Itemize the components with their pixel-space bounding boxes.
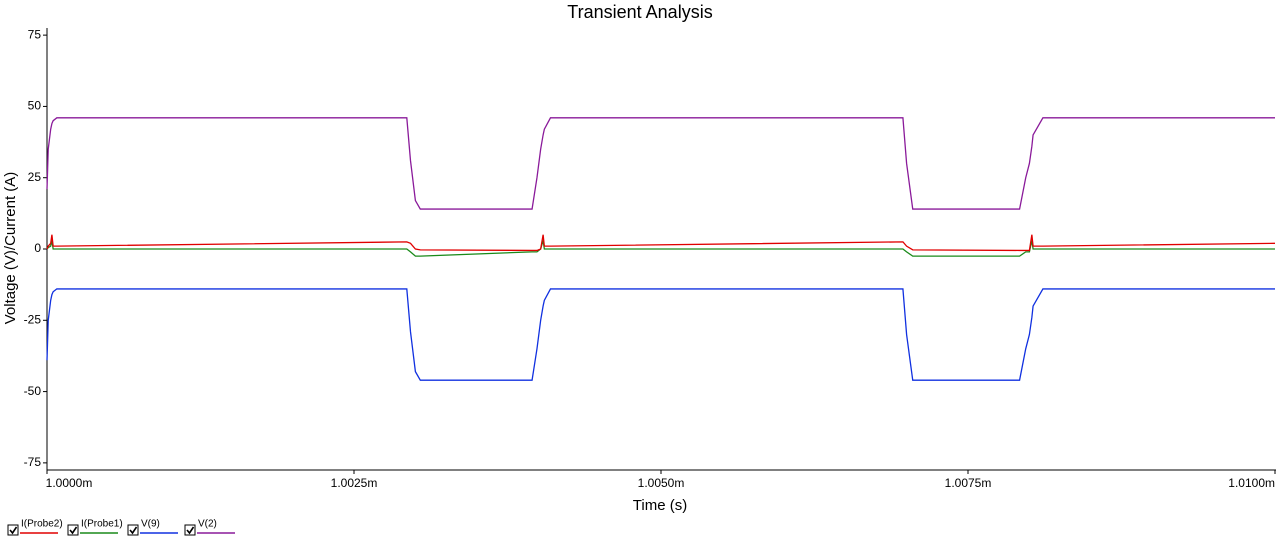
y-axis-title: Voltage (V)/Current (A) — [2, 172, 19, 325]
y-tick-label: 50 — [28, 99, 42, 113]
legend-label: V(2) — [198, 519, 217, 530]
x-tick-label: 1.0075m — [945, 476, 992, 490]
legend-item: I(Probe2) — [7, 519, 63, 536]
y-tick-label: -75 — [24, 455, 42, 469]
legend-checkbox — [127, 524, 139, 536]
y-tick-label: 25 — [28, 170, 42, 184]
x-tick-label: 1.0100m — [1228, 476, 1275, 490]
legend-label: I(Probe2) — [21, 519, 63, 530]
legend-checkbox — [67, 524, 79, 536]
series-line — [46, 117, 1275, 210]
legend-label: I(Probe1) — [81, 519, 123, 530]
legend-item: V(2) — [184, 519, 235, 536]
series-line — [46, 234, 1276, 252]
chart-title: Transient Analysis — [567, 2, 712, 22]
x-tick-label: 1.0000m — [46, 476, 93, 490]
x-tick-label: 1.0050m — [638, 476, 685, 490]
series-line — [46, 288, 1275, 381]
legend-item: V(9) — [127, 519, 178, 536]
legend-check — [129, 526, 138, 535]
y-tick-label: -25 — [24, 312, 42, 326]
x-tick-label: 1.0025m — [331, 476, 378, 490]
y-tick-label: 0 — [34, 241, 41, 255]
legend-item: I(Probe1) — [67, 519, 123, 536]
x-axis-title: Time (s) — [633, 497, 687, 514]
y-tick-label: -50 — [24, 384, 42, 398]
y-tick-label: 75 — [28, 27, 42, 41]
legend-check — [69, 526, 78, 535]
series-line — [46, 240, 1275, 257]
legend-check — [186, 526, 195, 535]
legend-checkbox — [7, 524, 19, 536]
legend-check — [9, 526, 18, 535]
legend-label: V(9) — [141, 519, 160, 530]
legend-checkbox — [184, 524, 196, 536]
